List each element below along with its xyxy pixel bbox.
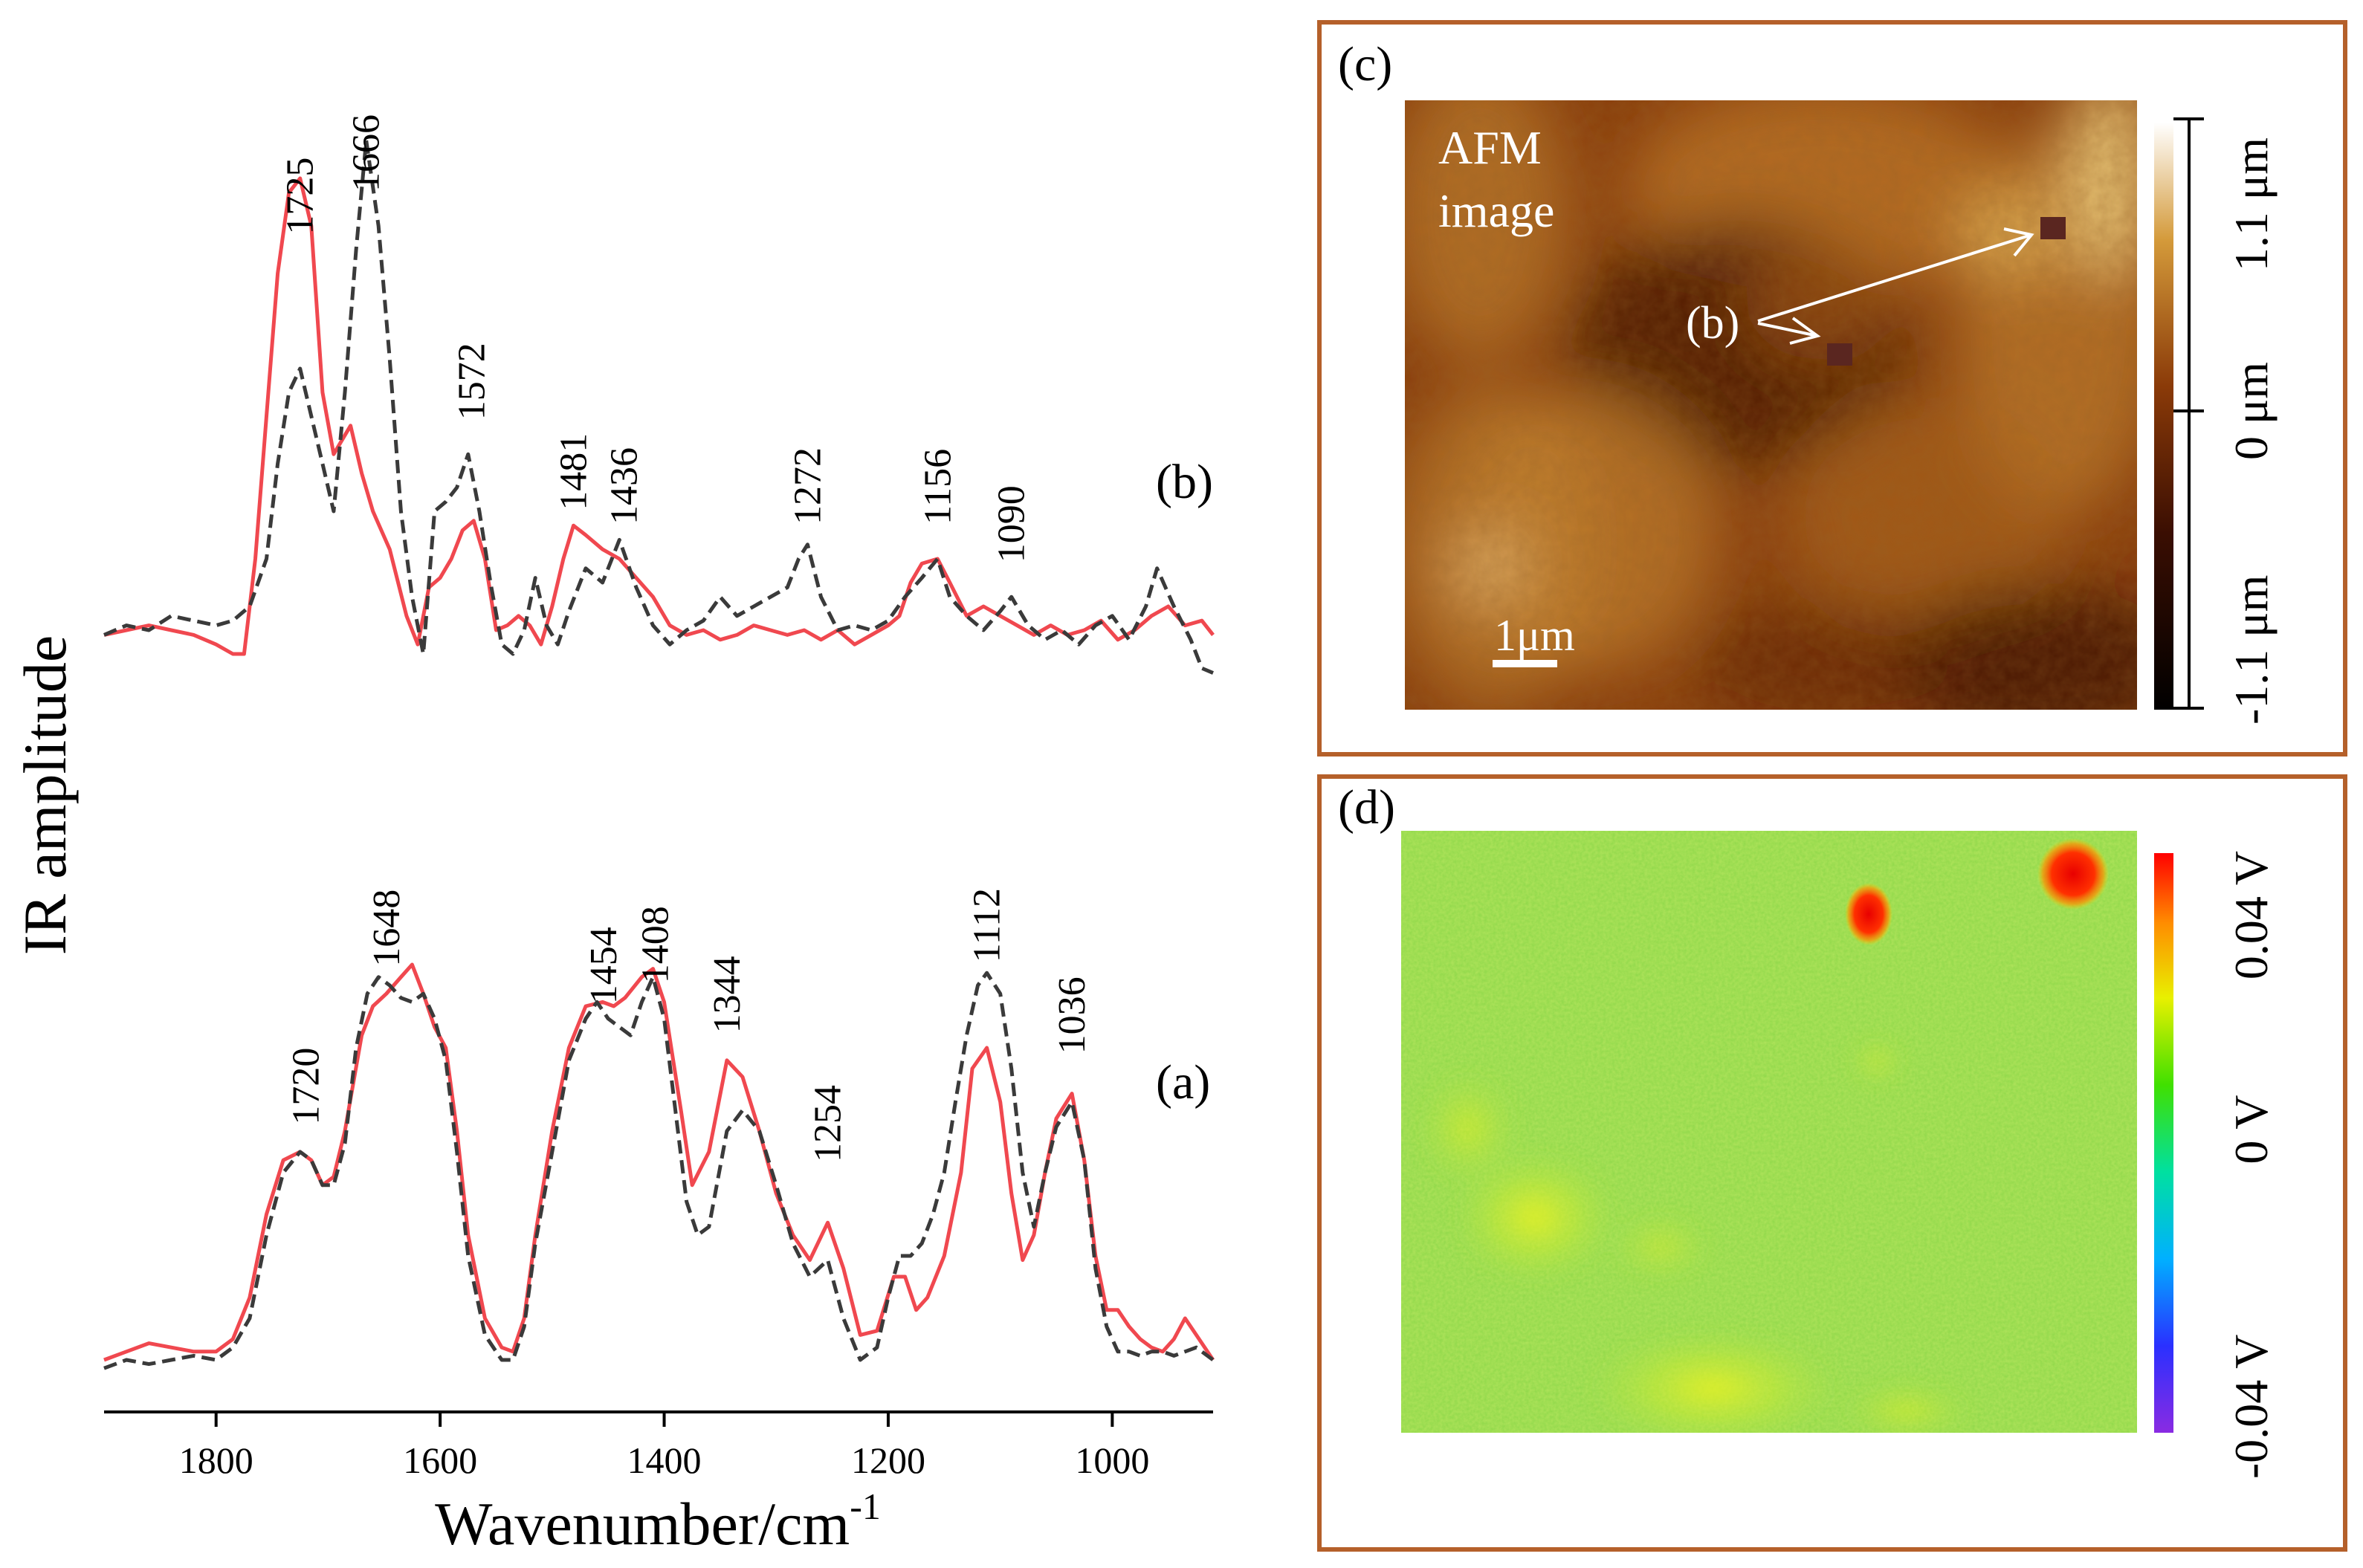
- series-red-line: [103, 962, 1215, 1362]
- peak-label: 1272: [786, 447, 829, 525]
- peak-label: 1156: [917, 449, 959, 525]
- peak-label: 1572: [450, 343, 493, 420]
- panel-label-a: (a): [1156, 1055, 1210, 1109]
- peak-labels: 1725 1666 1572 1481 1436 1272 1156 1090: [279, 114, 1033, 563]
- potential-colorbar-label-zero: 0 V: [2225, 1095, 2278, 1164]
- panel-c-border: [1317, 20, 2347, 757]
- potential-colorbar-gradient: [2154, 853, 2173, 1433]
- x-tick-label: 1600: [403, 1439, 477, 1481]
- peak-label: 1090: [991, 485, 1033, 563]
- peak-label: 1725: [279, 158, 322, 235]
- peak-label: 1481: [552, 433, 595, 511]
- x-axis-ticks: 1800 1600 1400 1200 1000: [179, 1412, 1149, 1481]
- ir-spectra-chart: IR amplitude 1800 1600 1400 1200 1000 Wavenu…: [11, 114, 1215, 1558]
- panel-label-d: (d): [1338, 780, 1395, 835]
- marker-label-b: (b): [1686, 298, 1739, 349]
- scale-bar-label: 1μm: [1494, 611, 1575, 660]
- peak-label: 1112: [966, 888, 1009, 962]
- series-red-line: [103, 176, 1215, 656]
- potential-colorbar-label-max: 0.04 V: [2225, 851, 2278, 979]
- arrow-head-1: [1789, 317, 1821, 345]
- arrow-line-2: [1757, 233, 2032, 323]
- y-axis-title: IR amplitude: [11, 635, 79, 955]
- potential-colorbar: 0.04 V 0 V -0.04 V: [2154, 851, 2278, 1479]
- peak-label: 1254: [807, 1085, 850, 1162]
- afm-panel: (c): [1317, 20, 2347, 757]
- potential-colorbar-label-min: -0.04 V: [2225, 1335, 2278, 1479]
- surface-potential-image: [1401, 831, 2137, 1433]
- afm-colorbar-label-max: 1.1 μm: [2225, 137, 2278, 271]
- peak-label: 1344: [706, 956, 749, 1033]
- x-tick-label: 1000: [1075, 1439, 1149, 1481]
- peak-label: 1648: [366, 890, 408, 967]
- x-tick-label: 1400: [627, 1439, 702, 1481]
- arrow-head-2: [2003, 227, 2034, 257]
- peak-label: 1408: [634, 906, 676, 983]
- spectrum-panel-a: 1720 1648 1454 1408 1344 1254 1112 1036 (a): [103, 888, 1215, 1370]
- point-marker-b1: [1827, 343, 1852, 366]
- x-axis-title-sup: -1: [850, 1486, 881, 1527]
- panel-label-b: (b): [1156, 455, 1213, 509]
- afm-image: [1405, 100, 2137, 710]
- peak-label: 1720: [285, 1048, 327, 1125]
- afm-image-title-line2: image: [1438, 184, 1554, 237]
- surface-potential-panel: (d) 0.04 V 0 V -0.04 V: [1317, 774, 2347, 1552]
- panel-label-c: (c): [1338, 37, 1392, 91]
- peak-label: 1036: [1051, 976, 1093, 1054]
- x-tick-label: 1200: [851, 1439, 925, 1481]
- panel-d-border: [1317, 774, 2347, 1552]
- peak-label: 1454: [583, 927, 625, 1004]
- afm-colorbar-label-zero: 0 μm: [2225, 362, 2278, 460]
- spectrum-panel-b: 1725 1666 1572 1481 1436 1272 1156 1090 (b): [103, 114, 1215, 675]
- afm-colorbar-gradient: [2154, 123, 2173, 710]
- point-marker-b2: [2040, 217, 2066, 239]
- afm-colorbar: 1.1 μm 0 μm -1.1 μm: [2154, 117, 2278, 725]
- x-axis-title: Wavenumber/cm-1: [435, 1486, 881, 1558]
- series-dark-dashed-line: [103, 138, 1214, 675]
- x-tick-label: 1800: [179, 1439, 253, 1481]
- peak-label: 1666: [346, 114, 388, 192]
- series-dark-dashed-line: [103, 971, 1215, 1370]
- afm-image-title-line1: AFM: [1438, 121, 1542, 174]
- peak-label: 1436: [603, 447, 645, 525]
- arrow-line-1: [1757, 322, 1818, 337]
- peak-labels: 1720 1648 1454 1408 1344 1254 1112 1036: [285, 888, 1093, 1162]
- afm-colorbar-label-min: -1.1 μm: [2225, 575, 2278, 725]
